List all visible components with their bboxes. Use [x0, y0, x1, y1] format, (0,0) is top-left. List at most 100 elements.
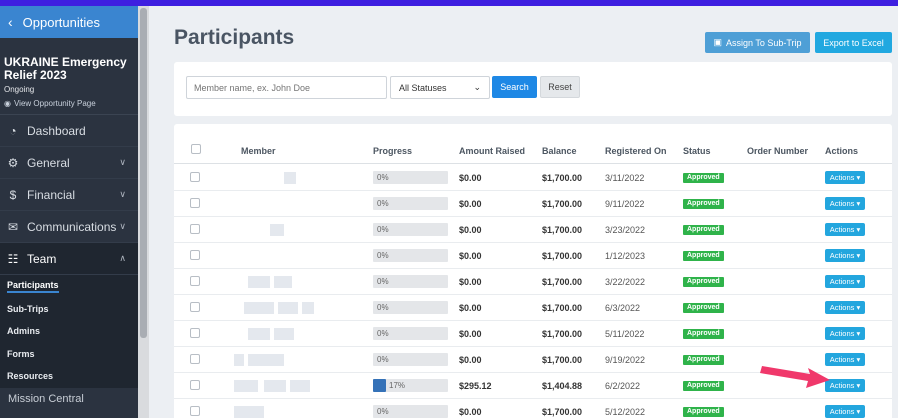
- subnav-sub-trips[interactable]: Sub-Trips: [0, 298, 138, 321]
- nav-communications[interactable]: ✉ Communications ∨: [0, 211, 138, 243]
- select-all-checkbox[interactable]: [191, 144, 201, 154]
- progress-bar: 17%: [373, 379, 448, 392]
- subnav-participants[interactable]: Participants: [0, 275, 138, 298]
- scrollbar-thumb[interactable]: [140, 8, 147, 338]
- col-amount-raised[interactable]: Amount Raised: [459, 146, 526, 156]
- member-cell[interactable]: [234, 249, 334, 263]
- row-checkbox[interactable]: [190, 276, 200, 286]
- sidebar: ‹ Opportunities UKRAINE Emergency Relief…: [0, 6, 138, 418]
- member-cell[interactable]: [234, 405, 334, 418]
- progress-text: 17%: [389, 381, 406, 390]
- status-select[interactable]: All Statuses ⌄: [390, 76, 490, 99]
- top-accent-bar: [0, 0, 898, 6]
- reset-button[interactable]: Reset: [540, 76, 580, 98]
- assign-to-sub-trip-button[interactable]: ▣ Assign To Sub-Trip: [705, 32, 810, 53]
- export-to-excel-button[interactable]: Export to Excel: [815, 32, 892, 53]
- actions-dropdown-button[interactable]: Actions ▾: [825, 353, 865, 366]
- actions-dropdown-button[interactable]: Actions ▾: [825, 275, 865, 288]
- actions-label: Actions: [829, 407, 855, 416]
- actions-dropdown-button[interactable]: Actions ▾: [825, 223, 865, 236]
- main-content: Participants ▣ Assign To Sub-Trip Export…: [149, 6, 898, 418]
- progress-bar: 0%: [373, 327, 448, 340]
- amount-raised: $0.00: [459, 355, 482, 365]
- redacted-name-block: [270, 224, 284, 236]
- actions-dropdown-button[interactable]: Actions ▾: [825, 197, 865, 210]
- actions-dropdown-button[interactable]: Actions ▾: [825, 249, 865, 262]
- redacted-name-block: [244, 302, 274, 314]
- member-cell[interactable]: [234, 353, 334, 367]
- chevron-down-icon: ∨: [119, 157, 126, 167]
- sidebar-scrollbar[interactable]: [138, 6, 149, 418]
- actions-label: Actions: [829, 251, 855, 260]
- col-balance[interactable]: Balance: [542, 146, 577, 156]
- status-badge: Approved: [683, 199, 724, 209]
- progress-text: 0%: [377, 303, 389, 312]
- nav-team[interactable]: ☷ Team ∧: [0, 243, 138, 275]
- subnav-admins[interactable]: Admins: [0, 320, 138, 343]
- dollar-icon: $: [9, 187, 17, 202]
- row-checkbox[interactable]: [190, 380, 200, 390]
- registered-on: 1/12/2023: [605, 251, 646, 261]
- actions-label: Actions: [829, 199, 855, 208]
- status-badge: Approved: [683, 329, 724, 339]
- mail-icon: ✉: [7, 219, 19, 234]
- chevron-down-icon: ⌄: [473, 82, 481, 92]
- member-cell[interactable]: [234, 197, 334, 211]
- actions-dropdown-button[interactable]: Actions ▾: [825, 301, 865, 314]
- col-registered-on[interactable]: Registered On: [605, 146, 667, 156]
- row-checkbox[interactable]: [190, 354, 200, 364]
- registered-on: 3/23/2022: [605, 225, 646, 235]
- actions-dropdown-button[interactable]: Actions ▾: [825, 327, 865, 340]
- member-cell[interactable]: [234, 275, 334, 289]
- amount-raised: $0.00: [459, 173, 482, 183]
- member-cell[interactable]: [234, 379, 334, 393]
- redacted-name-block: [278, 302, 298, 314]
- member-cell[interactable]: [234, 327, 334, 341]
- search-button[interactable]: Search: [492, 76, 537, 98]
- row-checkbox[interactable]: [190, 250, 200, 260]
- member-cell[interactable]: [234, 301, 334, 315]
- team-icon: ☷: [7, 251, 19, 266]
- table-row: 0% $0.00 $1,700.00 3/23/2022 Approved Ac…: [174, 217, 892, 243]
- redacted-name-block: [274, 328, 294, 340]
- col-progress[interactable]: Progress: [373, 146, 413, 156]
- redacted-name-block: [302, 302, 314, 314]
- row-checkbox[interactable]: [190, 172, 200, 182]
- nav-general[interactable]: ⚙ General ∨: [0, 147, 138, 179]
- opportunity-info: UKRAINE Emergency Relief 2023 Ongoing ◉ …: [0, 38, 138, 115]
- col-member[interactable]: Member: [241, 146, 276, 156]
- row-checkbox[interactable]: [190, 302, 200, 312]
- view-opportunity-link[interactable]: ◉ View Opportunity Page: [4, 99, 134, 108]
- nav-financial[interactable]: $ Financial ∨: [0, 179, 138, 211]
- opportunity-title: UKRAINE Emergency Relief 2023: [4, 55, 127, 82]
- status-badge: Approved: [683, 381, 724, 391]
- actions-dropdown-button[interactable]: Actions ▾: [825, 379, 865, 392]
- actions-dropdown-button[interactable]: Actions ▾: [825, 405, 865, 418]
- table-row: 17% $295.12 $1,404.88 6/2/2022 Approved …: [174, 373, 892, 399]
- subnav-forms[interactable]: Forms: [0, 343, 138, 366]
- col-order-number[interactable]: Order Number: [747, 146, 809, 156]
- subnav-forms-label: Forms: [7, 348, 35, 359]
- col-status[interactable]: Status: [683, 146, 711, 156]
- member-search-input[interactable]: [186, 76, 387, 99]
- member-cell[interactable]: [234, 223, 334, 237]
- progress-bar: 0%: [373, 405, 448, 418]
- assign-label: Assign To Sub-Trip: [725, 37, 802, 48]
- balance: $1,700.00: [542, 251, 583, 261]
- actions-dropdown-button[interactable]: Actions ▾: [825, 171, 865, 184]
- member-cell[interactable]: [234, 171, 334, 185]
- row-checkbox[interactable]: [190, 224, 200, 234]
- balance: $1,700.00: [542, 277, 583, 287]
- row-checkbox[interactable]: [190, 198, 200, 208]
- progress-bar: 0%: [373, 223, 448, 236]
- progress-text: 0%: [377, 407, 389, 416]
- row-checkbox[interactable]: [190, 328, 200, 338]
- nav-dashboard[interactable]: ◔ Dashboard: [0, 115, 138, 147]
- nav-financial-label: Financial: [27, 187, 76, 202]
- row-checkbox[interactable]: [190, 406, 200, 416]
- nav-mission-central[interactable]: Mission Central: [0, 387, 138, 410]
- balance: $1,700.00: [542, 199, 583, 209]
- subnav-resources[interactable]: Resources: [0, 365, 138, 388]
- redacted-name-block: [290, 380, 310, 392]
- back-to-opportunities[interactable]: ‹ Opportunities: [0, 6, 138, 38]
